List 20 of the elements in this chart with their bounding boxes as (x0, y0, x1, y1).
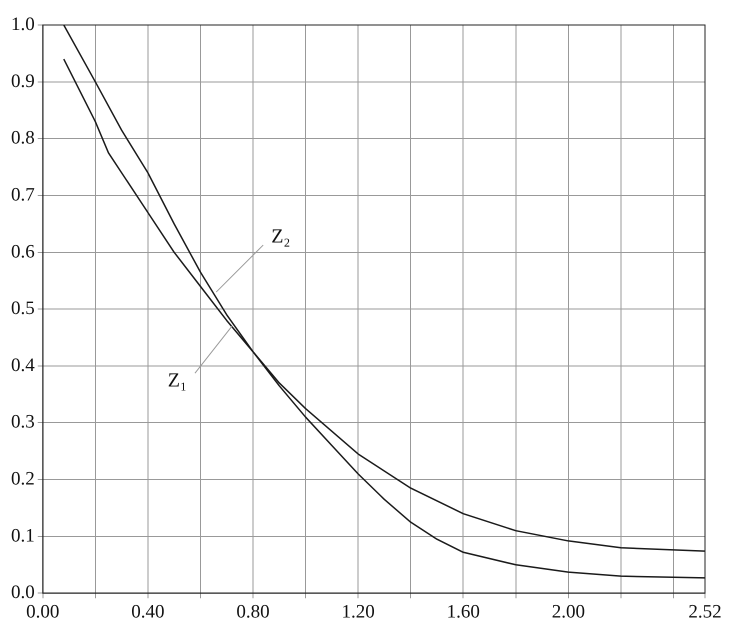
y-tick-label: 0.4 (11, 354, 36, 376)
x-tick-label: 1.60 (446, 602, 480, 623)
y-tick-label: 0.2 (11, 468, 35, 490)
x-tick-label: 0.80 (236, 602, 270, 623)
x-tick-label: 0.40 (131, 602, 164, 623)
annotation: Z₁ (168, 369, 187, 392)
y-tick-label: 0.1 (11, 525, 35, 546)
y-tick-label: 0.5 (11, 298, 35, 320)
y-tick-label: 0.8 (11, 128, 35, 149)
x-tick-label: 0.00 (26, 602, 60, 623)
x-tick-label: 2.00 (552, 602, 585, 623)
y-tick-label: 0.7 (11, 184, 35, 206)
y-tick-label: 0.9 (11, 70, 35, 92)
y-tick-label: 0.6 (11, 241, 35, 262)
x-tick-label: 1.20 (341, 602, 375, 623)
y-tick-label: 1.0 (11, 14, 35, 35)
y-tick-label: 0.3 (11, 412, 35, 433)
annotation: Z₂ (271, 225, 290, 248)
x-tick-label: 2.52 (688, 602, 722, 623)
y-tick-label: 0.0 (11, 582, 35, 604)
